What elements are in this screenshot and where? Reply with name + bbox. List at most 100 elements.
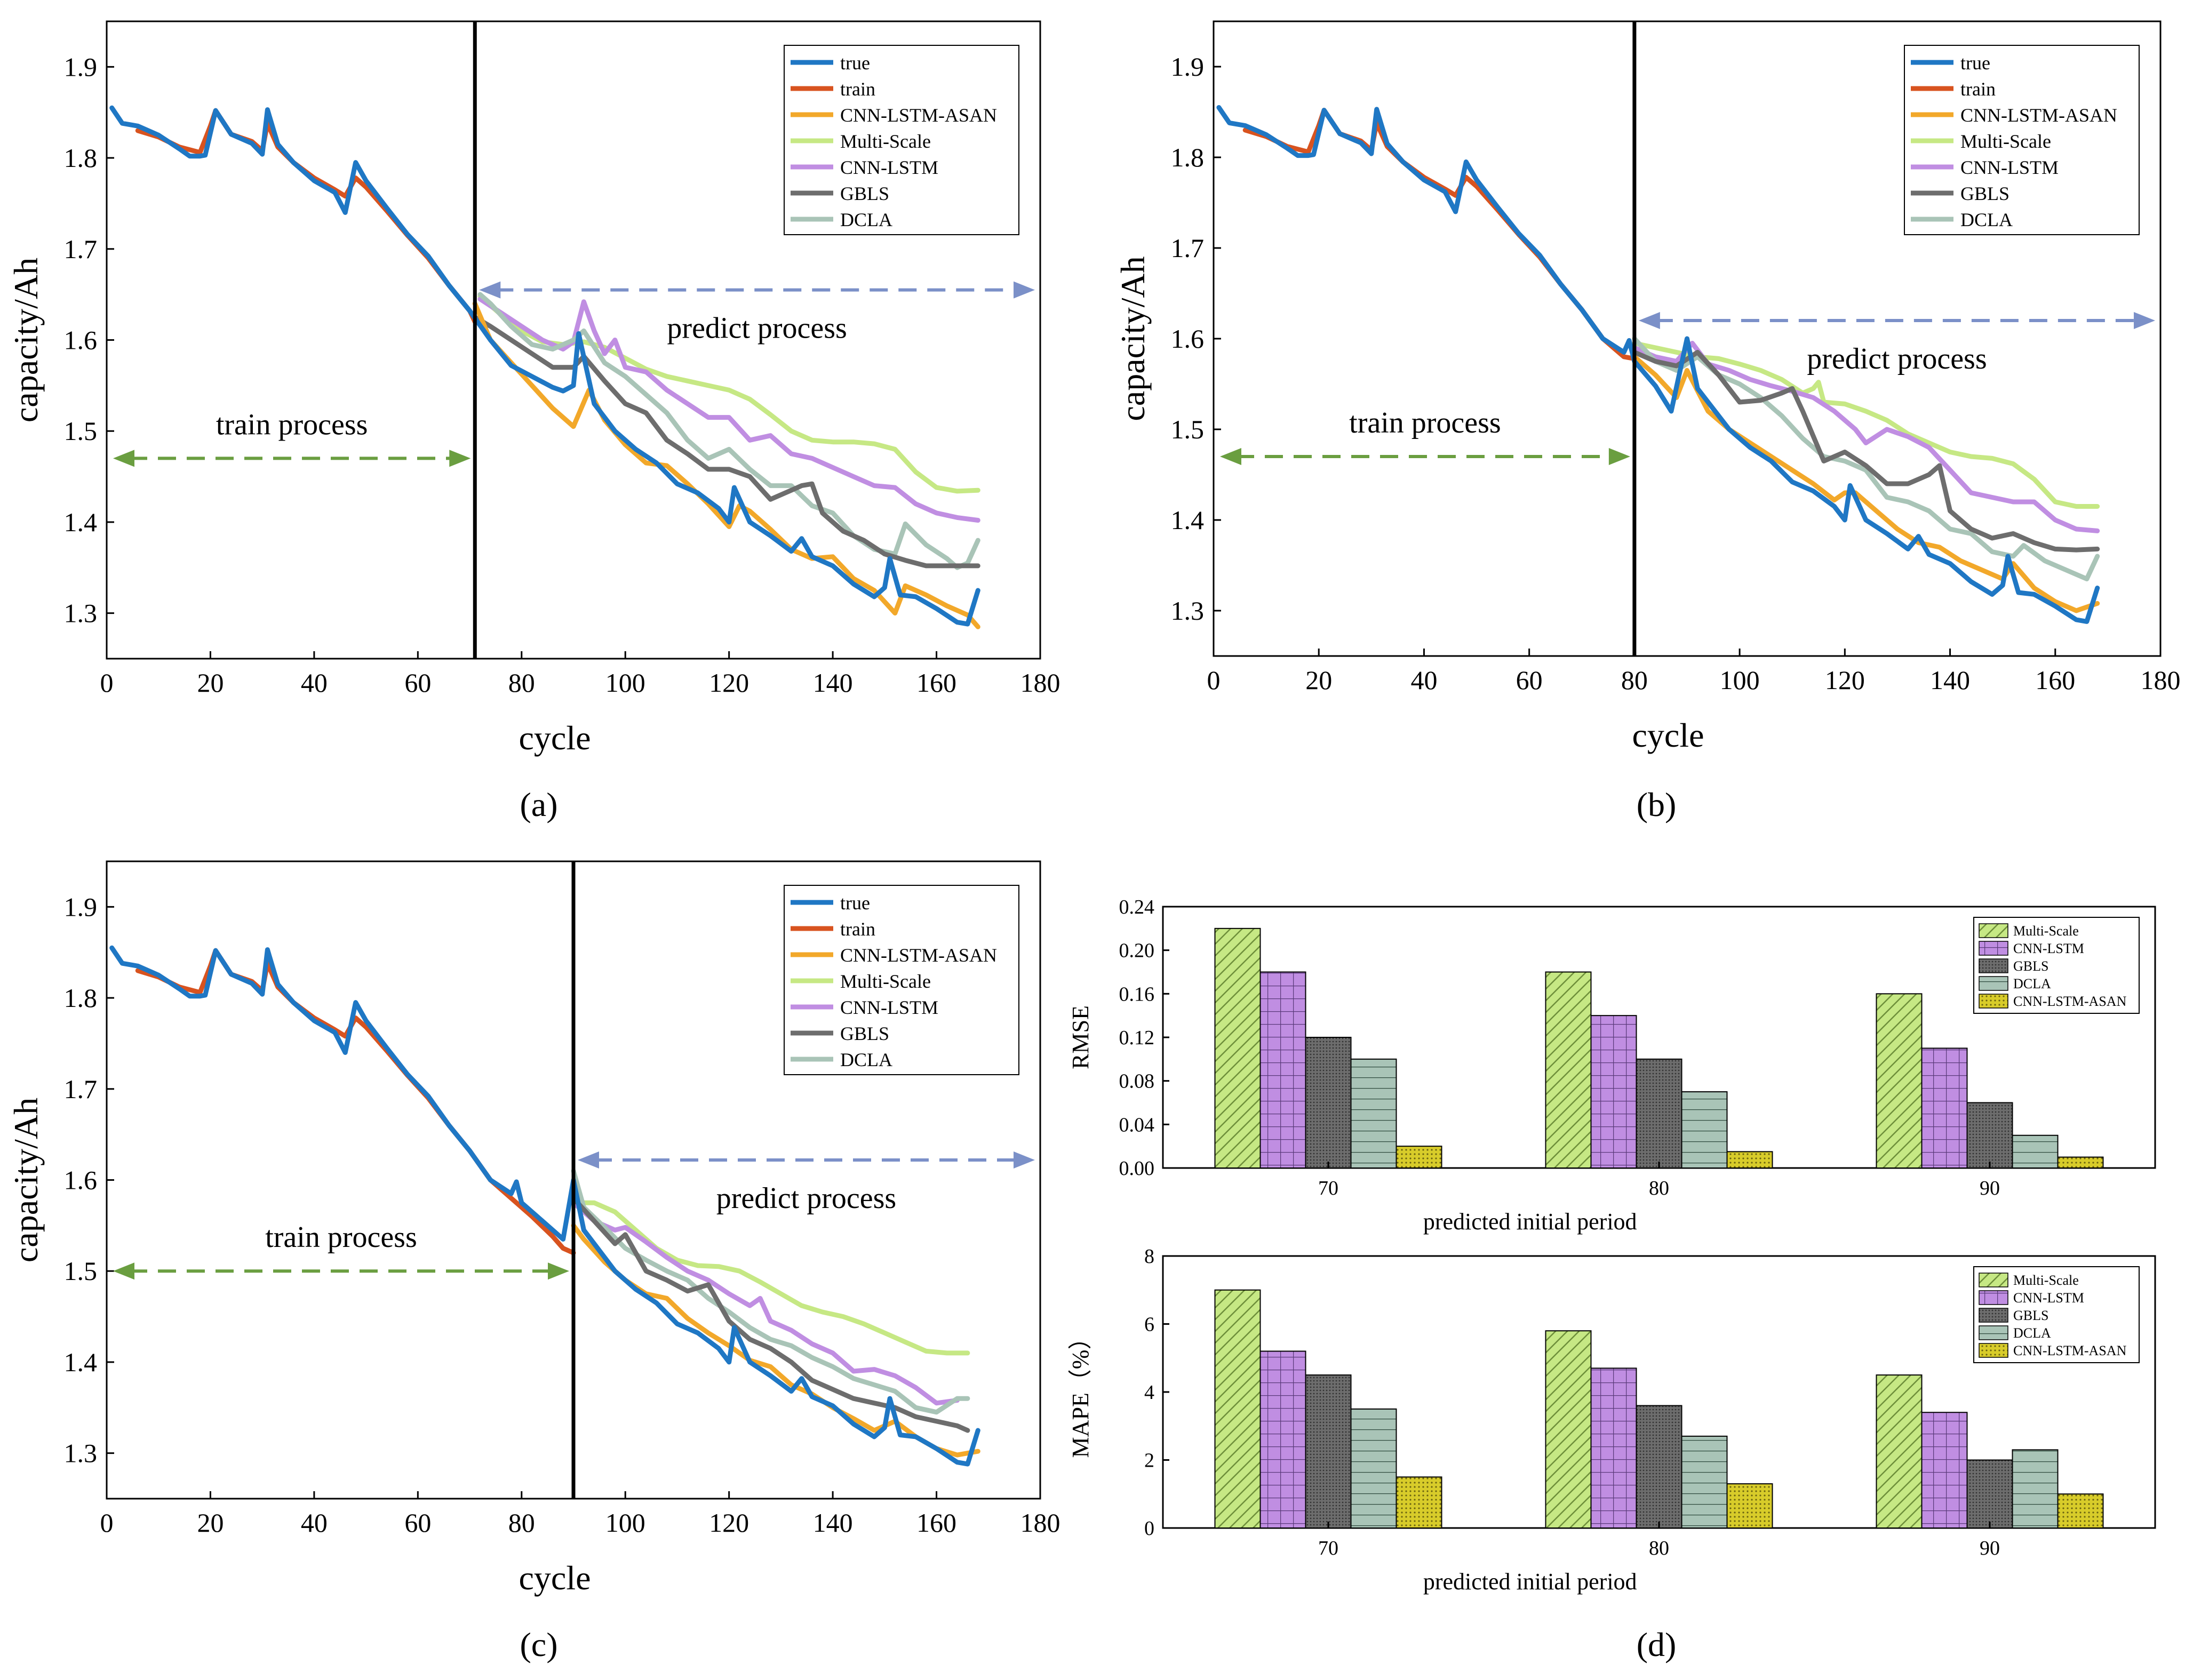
series-line-cnn-lstm-asan — [472, 301, 980, 629]
y-tick-label: 6 — [1144, 1314, 1154, 1336]
bar-dcla-70 — [1350, 1408, 1397, 1529]
series-line-cnn-lstm — [571, 1200, 960, 1406]
x-tick-label: 20 — [197, 1508, 224, 1538]
x-tick-label: 60 — [1516, 665, 1543, 695]
bar-legend: Multi-Scale CNN-LSTM GBLS DCLA CNN-LSTM-ASAN — [1973, 917, 2140, 1014]
series-line-true — [109, 945, 980, 1467]
legend: true train CNN-LSTM-ASAN Multi-Scale CNN-LST… — [784, 45, 1019, 235]
y-tick-label: 1.9 — [64, 52, 98, 82]
legend-label-gbls: GBLS — [840, 1023, 889, 1044]
caption-b: (b) — [1637, 786, 1677, 823]
y-tick-label: 1.3 — [64, 1438, 98, 1468]
x-tick-label: 160 — [2035, 665, 2075, 695]
x-tick-label: 80 — [1649, 1177, 1669, 1199]
y-axis-label: MAPE（%） — [1067, 1326, 1094, 1458]
legend-label-dcla: DCLA — [2013, 976, 2051, 991]
legend-label-cnn-lstm-asan: CNN-LSTM-ASAN — [840, 105, 997, 126]
panel-captions: (a) (b) (c) (d) — [520, 786, 1676, 1663]
panel-c: 0 20 40 60 80 100 120 140 160 180 1.3 1.4 1.5 1.6 1.7 1… — [7, 860, 1060, 1597]
y-tick-label: 0.00 — [1119, 1157, 1155, 1180]
y-tick-label: 1.7 — [64, 1074, 98, 1104]
bar-cnn-lstm-asan-90 — [2057, 1156, 2104, 1169]
series-line-multi-scale — [1632, 341, 2100, 509]
y-tick-label: 0 — [1144, 1517, 1154, 1540]
y-tick-label: 1.5 — [64, 1256, 98, 1286]
y-tick-label: 0.08 — [1119, 1070, 1155, 1093]
legend-label-multi-scale: Multi-Scale — [1960, 131, 2051, 152]
x-tick-label: 40 — [301, 1508, 328, 1538]
legend-label-cnn-lstm: CNN-LSTM — [840, 157, 938, 178]
legend-label-cnn-lstm-asan: CNN-LSTM-ASAN — [2013, 1343, 2127, 1358]
legend-label-cnn-lstm: CNN-LSTM — [840, 997, 938, 1018]
legend-label-dcla: DCLA — [840, 1049, 892, 1070]
predict-arrow-head-left — [479, 281, 501, 299]
y-tick-label: 0.24 — [1119, 896, 1155, 918]
legend-label-gbls: GBLS — [840, 183, 889, 204]
x-tick-label: 80 — [508, 668, 535, 698]
bar-gbls-90 — [1966, 1102, 2013, 1169]
x-axis-label: cycle — [1632, 716, 1704, 754]
bar-gbls-70 — [1305, 1374, 1352, 1529]
bar-gbls-80 — [1636, 1058, 1682, 1169]
legend-label-train: train — [840, 918, 875, 940]
bar-cnn-lstm-70 — [1259, 971, 1306, 1169]
x-tick-label: 160 — [916, 1508, 956, 1538]
train-arrow-head-left — [113, 450, 134, 467]
legend-label-dcla: DCLA — [840, 209, 892, 230]
y-tick-label: 1.9 — [64, 892, 98, 922]
y-tick-label: 1.3 — [1171, 596, 1205, 626]
x-tick-label: 0 — [100, 668, 114, 698]
x-tick-label: 100 — [605, 668, 645, 698]
bar-multi-scale-90 — [1876, 1374, 1923, 1529]
legend-label-cnn-lstm-asan: CNN-LSTM-ASAN — [1960, 105, 2117, 126]
series-line-train — [1242, 108, 1637, 361]
bar-cnn-lstm-80 — [1590, 1015, 1637, 1169]
y-tick-label: 1.4 — [1171, 505, 1205, 535]
legend-label-gbls: GBLS — [1960, 183, 2009, 204]
train-process-label: train process — [1349, 406, 1501, 439]
train-process-label: train process — [265, 1221, 417, 1254]
panel-b: 0 20 40 60 80 100 120 140 160 180 1.3 1.4 1.5 1.6 1.7 1… — [1114, 20, 2181, 754]
x-axis-label: cycle — [519, 1559, 591, 1597]
legend-label-gbls: GBLS — [2013, 1308, 2048, 1323]
bar-cnn-lstm-90 — [1921, 1412, 1968, 1529]
x-tick-label: 70 — [1318, 1537, 1338, 1559]
predict-arrow-head-left — [1638, 312, 1660, 329]
bar-cnn-lstm-asan-90 — [2057, 1493, 2104, 1529]
bar-dcla-80 — [1681, 1435, 1728, 1529]
x-tick-label: 140 — [813, 1508, 853, 1538]
legend-label-cnn-lstm: CNN-LSTM — [2013, 941, 2084, 956]
bar-cnn-lstm-asan-70 — [1395, 1476, 1442, 1529]
bar-cnn-lstm-80 — [1590, 1367, 1637, 1529]
legend-swatch-multi-scale — [1979, 1273, 2008, 1287]
legend-label-cnn-lstm: CNN-LSTM — [2013, 1290, 2084, 1306]
x-tick-label: 90 — [1980, 1537, 2000, 1559]
y-tick-label: 1.5 — [1171, 414, 1205, 444]
bar-cnn-lstm-asan-80 — [1726, 1483, 1773, 1529]
panel-a: 0 20 40 60 80 100 120 140 160 180 1.3 1.4 1.5 1.6 1.7 1… — [7, 20, 1060, 757]
series-line-train — [135, 108, 477, 324]
legend-label-gbls: GBLS — [2013, 958, 2048, 974]
x-axis-label: predicted initial period — [1423, 1209, 1637, 1235]
series-line-multi-scale — [571, 1200, 970, 1356]
bar-cnn-lstm-90 — [1921, 1047, 1968, 1169]
legend-swatch-cnn-lstm — [1979, 1290, 2008, 1305]
x-tick-label: 0 — [100, 1508, 114, 1538]
y-tick-label: 0.20 — [1119, 940, 1155, 962]
bar-multi-scale-70 — [1214, 1289, 1261, 1529]
legend-swatch-cnn-lstm-asan — [1979, 994, 2008, 1009]
series-line-dcla — [571, 1168, 970, 1415]
y-axis-label: capacity/Ah — [1114, 256, 1152, 421]
legend-label-dcla: DCLA — [1960, 209, 2013, 230]
x-tick-label: 140 — [813, 668, 853, 698]
y-tick-label: 4 — [1144, 1381, 1154, 1404]
x-axis-label: predicted initial period — [1423, 1569, 1637, 1595]
predict-arrow-head-right — [1014, 281, 1035, 299]
bar-cnn-lstm-asan-70 — [1395, 1146, 1442, 1169]
y-tick-label: 1.6 — [1171, 324, 1205, 354]
predict-arrow-head-right — [1014, 1151, 1035, 1169]
predict-arrow-head-right — [2134, 312, 2155, 329]
y-tick-label: 1.6 — [64, 325, 98, 355]
x-tick-label: 0 — [1207, 665, 1221, 695]
x-tick-label: 60 — [404, 1508, 431, 1538]
